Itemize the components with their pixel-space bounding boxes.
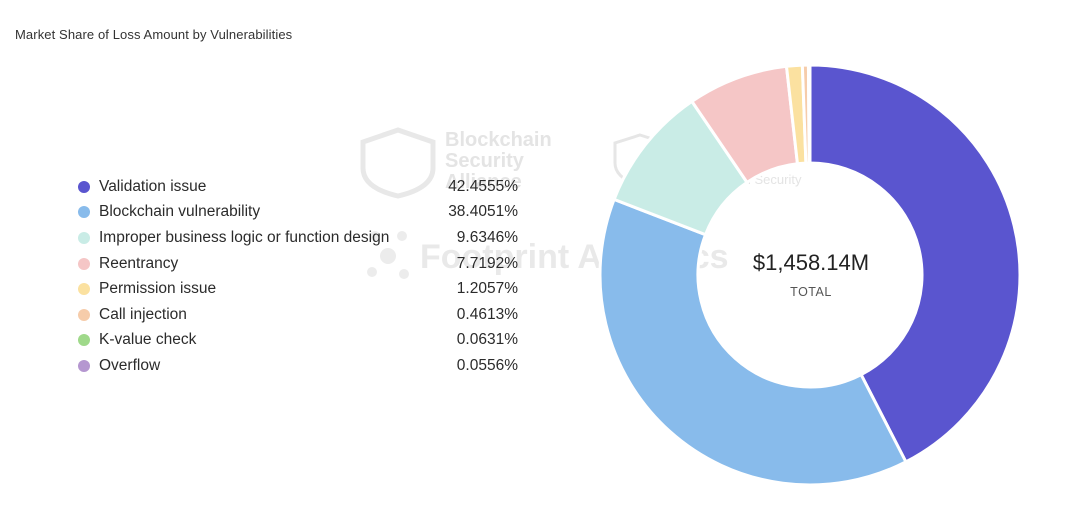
legend-item[interactable]: Blockchain vulnerability 38.4051% bbox=[78, 200, 518, 226]
legend-value: 42.4555% bbox=[448, 177, 518, 195]
legend-value: 0.0631% bbox=[456, 331, 518, 349]
donut-center-label: TOTAL bbox=[790, 285, 832, 299]
legend-item[interactable]: Reentrancy 7.7192% bbox=[78, 251, 518, 277]
donut-center-total: $1,458.14M bbox=[752, 250, 870, 275]
legend-label: Permission issue bbox=[99, 280, 217, 298]
legend-label: Blockchain vulnerability bbox=[99, 203, 261, 221]
legend-item[interactable]: Permission issue 1.2057% bbox=[78, 276, 518, 302]
legend-dot-icon bbox=[78, 206, 90, 219]
donut-slice[interactable] bbox=[598, 197, 908, 487]
donut-slice[interactable] bbox=[808, 63, 1022, 464]
legend-label: Improper business logic or function desi… bbox=[99, 228, 390, 246]
legend-item[interactable]: Call injection 0.4613% bbox=[78, 302, 518, 328]
legend-label: Overflow bbox=[99, 356, 161, 374]
legend-value: 0.0556% bbox=[456, 356, 518, 374]
legend-item[interactable]: Improper business logic or function desi… bbox=[78, 225, 518, 251]
legend-value: 0.4613% bbox=[456, 305, 518, 323]
legend-label: Reentrancy bbox=[99, 254, 179, 272]
legend-item[interactable]: Validation issue 42.4555% bbox=[78, 174, 518, 200]
legend-item[interactable]: K-value check 0.0631% bbox=[78, 328, 518, 354]
legend-dot-icon bbox=[78, 283, 90, 296]
donut-chart bbox=[598, 63, 1022, 487]
legend-dot-icon bbox=[78, 180, 90, 193]
legend-label: Validation issue bbox=[99, 177, 207, 195]
legend-dot-icon bbox=[78, 359, 90, 372]
legend: Validation issue 42.4555% Blockchain vulne… bbox=[78, 174, 518, 379]
legend-value: 7.7192% bbox=[456, 254, 518, 272]
donut-slice[interactable] bbox=[807, 63, 812, 165]
legend-value: 9.6346% bbox=[456, 228, 518, 246]
legend-item[interactable]: Overflow 0.0556% bbox=[78, 353, 518, 379]
legend-dot-icon bbox=[78, 257, 90, 270]
chart-title: Market Share of Loss Amount by Vulnerabi… bbox=[15, 27, 293, 42]
legend-label: K-value check bbox=[99, 331, 197, 349]
legend-dot-icon bbox=[78, 334, 90, 347]
legend-label: Call injection bbox=[99, 305, 187, 323]
legend-dot-icon bbox=[78, 308, 90, 321]
legend-dot-icon bbox=[78, 231, 90, 244]
legend-value: 38.4051% bbox=[448, 203, 518, 221]
legend-value: 1.2057% bbox=[456, 280, 518, 298]
